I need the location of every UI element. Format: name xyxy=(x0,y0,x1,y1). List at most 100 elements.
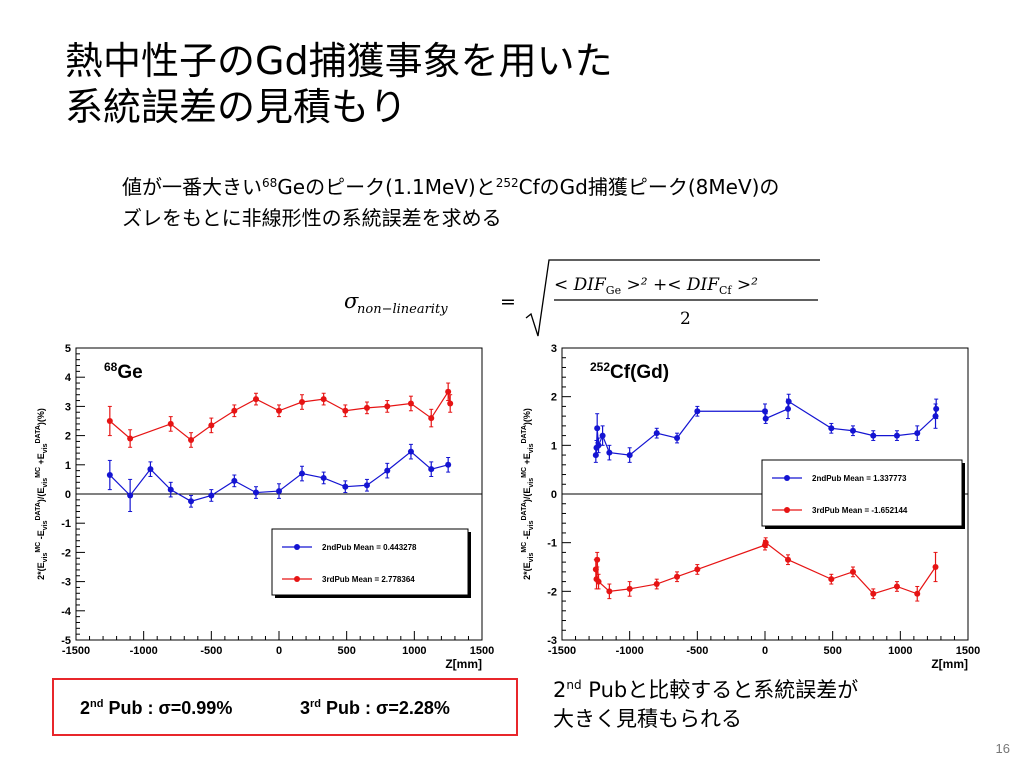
data-point xyxy=(363,482,370,489)
legend-entry: 2ndPub Mean = 0.443278 xyxy=(322,543,417,552)
summary-2nd-pub: 2nd Pub : σ=0.99% xyxy=(80,698,233,718)
data-point xyxy=(932,564,939,570)
data-point xyxy=(914,430,921,437)
formula-denominator: 2 xyxy=(680,309,691,329)
data-point xyxy=(106,418,113,424)
x-tick-label: -500 xyxy=(686,645,708,657)
legend-entry: 3rdPub Mean = -1.652144 xyxy=(812,506,908,515)
y-tick-label: 3 xyxy=(65,401,71,413)
y-tick-label: -5 xyxy=(61,635,71,647)
data-point xyxy=(384,467,391,474)
data-point xyxy=(252,489,259,496)
legend-shadow xyxy=(962,463,965,529)
sqrt-sign xyxy=(525,259,820,337)
x-tick-label: 0 xyxy=(762,645,768,657)
data-point xyxy=(626,452,633,459)
data-point xyxy=(167,486,174,493)
data-point xyxy=(653,581,660,588)
y-tick-label: 3 xyxy=(551,343,557,355)
data-point xyxy=(785,398,792,405)
y-axis-title: 2*(EvisMC -EvisDATA)/(EvisMC +EvisDATA)(… xyxy=(521,408,535,580)
ge68-plot: -5 -4 -3 -2 -1 0 1 2 3 4 5 -1500 -1000 -500 0 500 1000 15… xyxy=(35,343,494,671)
formula-equals: = xyxy=(500,291,516,313)
y-tick-label: 0 xyxy=(65,489,71,501)
data-point xyxy=(363,404,370,411)
note-line-1: 2nd Pubと比較すると系統誤差が xyxy=(553,678,859,702)
data-point xyxy=(870,432,877,439)
data-point xyxy=(785,556,792,563)
data-point xyxy=(276,407,282,414)
data-point xyxy=(914,590,921,597)
title-line-2: 系統誤差の見積もり xyxy=(65,85,408,129)
data-point xyxy=(428,415,435,422)
data-point xyxy=(595,578,602,585)
y-axis-title: 2*(EvisMC -EvisDATA)/(EvisMC +EvisDATA)(… xyxy=(35,408,49,580)
legend-box xyxy=(761,459,963,527)
data-point xyxy=(828,425,835,432)
data-point xyxy=(342,483,349,490)
legend-shadow xyxy=(275,595,471,598)
data-point xyxy=(188,436,195,443)
plot-label: 68Ge xyxy=(104,360,143,383)
y-tick-label: -3 xyxy=(547,635,557,647)
y-tick-label: 2 xyxy=(551,392,557,404)
legend-shadow xyxy=(468,532,471,598)
data-point xyxy=(653,430,660,437)
legend-marker xyxy=(784,475,790,481)
y-tick-label: -2 xyxy=(61,547,71,559)
data-point xyxy=(762,415,769,422)
formula-sigma-subscript: non−linearity xyxy=(357,302,448,317)
y-tick-label: 0 xyxy=(551,489,557,501)
data-point xyxy=(594,556,601,563)
description-text: 値が一番大きい68Geのピーク(1.1MeV)と252CfのGd捕獲ピーク(8M… xyxy=(122,172,1002,234)
legend-marker xyxy=(294,576,300,582)
data-point xyxy=(849,427,856,434)
data-point xyxy=(606,449,613,456)
data-point xyxy=(276,488,282,495)
x-tick-label: -1000 xyxy=(130,645,158,657)
x-tick-label: -500 xyxy=(200,645,222,657)
x-tick-label: 1500 xyxy=(470,645,494,657)
data-point xyxy=(626,585,633,592)
data-point xyxy=(299,399,306,406)
data-point xyxy=(127,435,134,442)
legend-marker xyxy=(784,507,790,513)
comparison-note: 2nd Pubと比較すると系統誤差が 大きく見積もられる xyxy=(553,676,993,734)
y-tick-label: 2 xyxy=(65,431,71,443)
data-point xyxy=(320,396,327,403)
desc-part-3: CfのGd捕獲ピーク(8MeV)の xyxy=(518,175,780,199)
data-point xyxy=(407,448,414,455)
data-point xyxy=(893,583,900,590)
legend-entry: 3rdPub Mean = 2.778364 xyxy=(322,575,415,584)
legend-shadow xyxy=(765,526,965,529)
data-point xyxy=(299,470,306,477)
y-tick-label: -3 xyxy=(61,577,71,589)
x-tick-label: 500 xyxy=(337,645,355,657)
plot-label: 252Cf(Gd) xyxy=(590,360,669,383)
data-point xyxy=(445,388,452,395)
data-point xyxy=(932,413,939,420)
data-point xyxy=(762,408,768,415)
data-point xyxy=(893,432,900,439)
page-number: 16 xyxy=(995,741,1010,756)
desc-part-1: 値が一番大きい xyxy=(122,175,262,199)
legend-marker xyxy=(294,544,300,550)
summary-3rd-pub: 3rd Pub : σ=2.28% xyxy=(300,698,450,718)
legend-entry: 2ndPub Mean = 1.337773 xyxy=(812,474,907,483)
data-point xyxy=(762,539,769,546)
data-point xyxy=(674,435,681,442)
formula-sigma: σ xyxy=(344,289,359,313)
y-tick-label: 4 xyxy=(65,372,72,384)
x-tick-label: -1500 xyxy=(62,645,90,657)
data-point xyxy=(428,466,435,473)
desc-part-2: Geのピーク(1.1MeV)と xyxy=(277,175,496,199)
y-tick-label: 5 xyxy=(65,343,71,355)
data-point xyxy=(106,472,113,479)
legend-box xyxy=(271,528,469,596)
data-point xyxy=(208,492,215,499)
title-line-1: 熱中性子のGd捕獲事象を用いた xyxy=(65,39,613,83)
y-tick-label: -1 xyxy=(61,518,71,530)
x-tick-label: 1500 xyxy=(956,645,980,657)
x-tick-label: -1500 xyxy=(548,645,576,657)
y-tick-label: -2 xyxy=(547,586,557,598)
